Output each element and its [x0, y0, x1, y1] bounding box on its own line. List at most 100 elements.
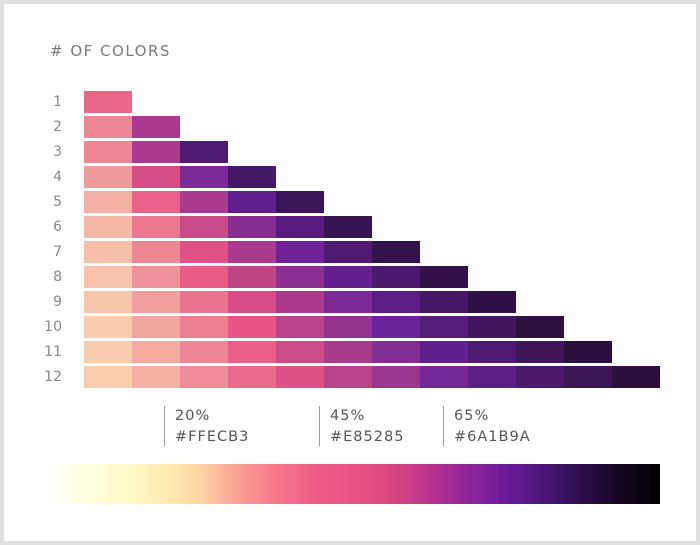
color-swatch[interactable]: [276, 316, 324, 338]
color-swatch[interactable]: [612, 366, 660, 388]
color-swatch[interactable]: [420, 316, 468, 338]
color-swatch[interactable]: [276, 241, 324, 263]
color-swatch[interactable]: [420, 366, 468, 388]
color-swatch[interactable]: [276, 291, 324, 313]
color-swatch[interactable]: [132, 141, 180, 163]
row-label: 10: [44, 319, 62, 335]
color-swatch[interactable]: [180, 216, 228, 238]
color-swatch[interactable]: [276, 191, 324, 213]
stop-percent: 65%: [454, 408, 490, 424]
color-swatch[interactable]: [468, 341, 516, 363]
color-swatch[interactable]: [132, 241, 180, 263]
color-swatch[interactable]: [276, 366, 324, 388]
color-swatch[interactable]: [228, 216, 276, 238]
color-swatch[interactable]: [564, 366, 612, 388]
row-label: 3: [53, 144, 62, 160]
color-swatch[interactable]: [276, 266, 324, 288]
color-swatch[interactable]: [564, 341, 612, 363]
color-swatch[interactable]: [180, 241, 228, 263]
color-swatch[interactable]: [468, 291, 516, 313]
color-swatch[interactable]: [180, 266, 228, 288]
color-swatch[interactable]: [228, 191, 276, 213]
color-swatch[interactable]: [324, 366, 372, 388]
color-swatch[interactable]: [516, 366, 564, 388]
color-swatch[interactable]: [228, 366, 276, 388]
color-swatch[interactable]: [180, 341, 228, 363]
color-swatch[interactable]: [324, 291, 372, 313]
color-swatch[interactable]: [180, 366, 228, 388]
chart-title: # OF COLORS: [50, 42, 171, 60]
row-label: 5: [53, 194, 62, 210]
palette-row: 9: [0, 291, 700, 313]
palette-row: 6: [0, 216, 700, 238]
color-swatch[interactable]: [84, 366, 132, 388]
color-swatch[interactable]: [84, 341, 132, 363]
gradient-stop: 20% #FFECB3: [164, 406, 249, 446]
color-swatch[interactable]: [84, 116, 132, 138]
color-swatch[interactable]: [84, 216, 132, 238]
color-swatch[interactable]: [180, 291, 228, 313]
color-swatch[interactable]: [420, 341, 468, 363]
color-swatch[interactable]: [516, 316, 564, 338]
color-swatch[interactable]: [372, 291, 420, 313]
color-swatch[interactable]: [84, 291, 132, 313]
color-swatch[interactable]: [84, 166, 132, 188]
row-label: 2: [53, 119, 62, 135]
color-swatch[interactable]: [132, 316, 180, 338]
color-swatch[interactable]: [84, 241, 132, 263]
color-swatch[interactable]: [84, 141, 132, 163]
color-swatch[interactable]: [228, 291, 276, 313]
color-swatch[interactable]: [132, 366, 180, 388]
palette-row: 4: [0, 166, 700, 188]
color-swatch[interactable]: [228, 316, 276, 338]
gradient-stop: 65% #6A1B9A: [443, 406, 531, 446]
color-swatch[interactable]: [324, 241, 372, 263]
color-swatch[interactable]: [372, 266, 420, 288]
color-swatch[interactable]: [132, 166, 180, 188]
color-swatch[interactable]: [132, 116, 180, 138]
color-swatch[interactable]: [228, 341, 276, 363]
color-swatch[interactable]: [228, 266, 276, 288]
color-swatch[interactable]: [324, 266, 372, 288]
color-swatch[interactable]: [228, 241, 276, 263]
color-swatch[interactable]: [276, 216, 324, 238]
color-swatch[interactable]: [132, 216, 180, 238]
color-swatch[interactable]: [132, 266, 180, 288]
color-swatch[interactable]: [372, 366, 420, 388]
color-swatch[interactable]: [372, 341, 420, 363]
stop-hex: #FFECB3: [175, 429, 250, 445]
color-swatch[interactable]: [324, 341, 372, 363]
color-swatch[interactable]: [84, 266, 132, 288]
color-swatch[interactable]: [132, 291, 180, 313]
color-swatch[interactable]: [372, 316, 420, 338]
color-swatch[interactable]: [468, 366, 516, 388]
stop-hex: #E85285: [330, 429, 405, 445]
color-swatch[interactable]: [228, 166, 276, 188]
palette-row: 10: [0, 316, 700, 338]
color-swatch[interactable]: [84, 316, 132, 338]
color-swatch[interactable]: [276, 341, 324, 363]
color-swatch[interactable]: [180, 316, 228, 338]
palette-row: 5: [0, 191, 700, 213]
color-swatch[interactable]: [372, 241, 420, 263]
color-swatch[interactable]: [516, 341, 564, 363]
color-swatch[interactable]: [180, 166, 228, 188]
stop-hex: #6A1B9A: [454, 429, 531, 445]
color-swatch[interactable]: [84, 191, 132, 213]
color-swatch[interactable]: [420, 291, 468, 313]
palette-row: 3: [0, 141, 700, 163]
color-swatch[interactable]: [84, 91, 132, 113]
color-swatch[interactable]: [420, 266, 468, 288]
color-swatch[interactable]: [468, 316, 516, 338]
color-swatch[interactable]: [324, 316, 372, 338]
palette-row: 7: [0, 241, 700, 263]
color-swatch[interactable]: [132, 341, 180, 363]
color-swatch[interactable]: [132, 191, 180, 213]
color-swatch[interactable]: [324, 216, 372, 238]
row-label: 1: [53, 94, 62, 110]
color-swatch[interactable]: [180, 141, 228, 163]
row-label: 7: [53, 244, 62, 260]
stop-percent: 20%: [175, 408, 211, 424]
color-swatch[interactable]: [180, 191, 228, 213]
palette-row: 1: [0, 91, 700, 113]
